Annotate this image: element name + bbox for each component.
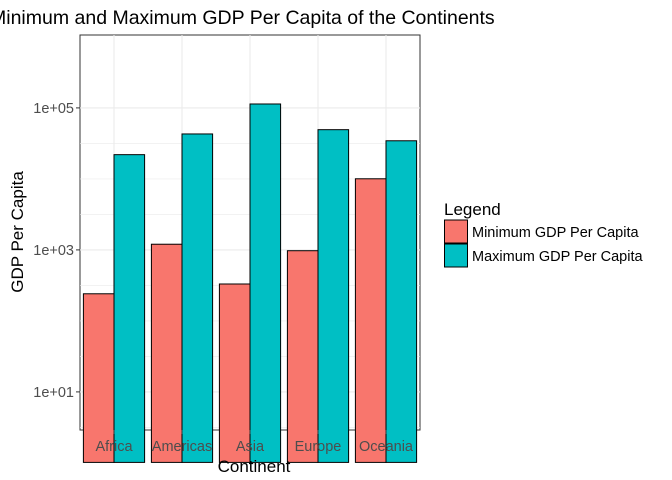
legend: Legend Minimum GDP Per Capita Maximum GDP… <box>444 200 643 268</box>
y-tick-label: 1e+01 <box>33 385 74 401</box>
bar-asia-min <box>218 283 251 463</box>
legend-label: Maximum GDP Per Capita <box>472 249 643 265</box>
bar-africa-min <box>82 293 115 463</box>
x-tick-label: Oceania <box>359 439 414 455</box>
y-axis-title: GDP Per Capita <box>8 171 27 293</box>
plot-area: 1e+01 1e+03 1e+05 Africa Americas Asia Europe… <box>33 34 421 463</box>
y-tick-label: 1e+03 <box>33 243 74 259</box>
bar-europe-max <box>317 129 350 463</box>
x-tick-label: Americas <box>152 439 212 455</box>
bars <box>82 103 418 463</box>
legend-title: Legend <box>444 200 501 219</box>
x-tick-label: Asia <box>236 439 265 455</box>
x-axis-ticks: Africa Americas Asia Europe Oceania <box>95 430 414 455</box>
x-tick-label: Africa <box>95 439 133 455</box>
y-tick-label: 1e+05 <box>33 101 74 117</box>
x-axis-title: Continent <box>218 457 291 476</box>
bar-oceania-min <box>354 178 387 463</box>
bar-americas-max <box>181 133 214 463</box>
bar-asia-max <box>249 103 282 463</box>
chart-title: Minimum and Maximum GDP Per Capita of th… <box>0 7 495 29</box>
bar-americas-min <box>150 243 183 463</box>
legend-label: Minimum GDP Per Capita <box>472 225 639 241</box>
y-axis-ticks: 1e+01 1e+03 1e+05 <box>33 101 80 401</box>
bar-europe-min <box>286 250 319 463</box>
bar-oceania-max <box>385 140 418 463</box>
legend-key <box>444 219 468 244</box>
legend-key <box>444 243 468 268</box>
bar-africa-max <box>113 154 146 463</box>
x-tick-label: Europe <box>295 439 342 455</box>
